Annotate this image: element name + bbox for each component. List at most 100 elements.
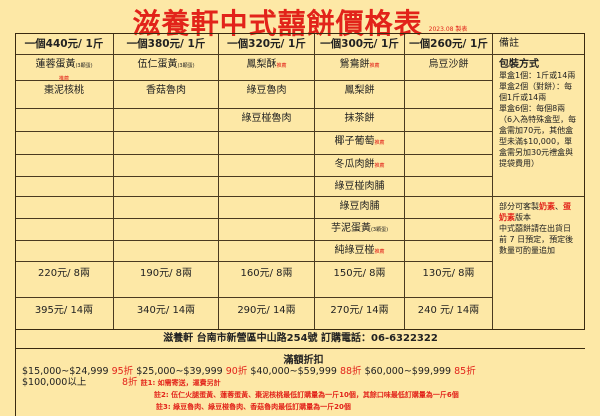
flavor-cell (114, 241, 219, 262)
flavor-cell (405, 219, 493, 241)
price-14: 240 元/ 14兩 (417, 305, 480, 316)
flavor-name: 鳳梨酥 (246, 59, 277, 70)
flavor-cell: 綠豆椪肉脯 (315, 177, 405, 197)
discount-title: 滿額折扣 (283, 355, 324, 366)
discount-tiers-line: $15,000~$24,999 95折 $25,000~$39,999 90折 … (22, 366, 585, 377)
flavor-name: 綠豆魯肉 (246, 85, 287, 96)
packaging-line: 單盒6個：每個8兩（6入為特殊盒型，每盒需加70元，其他盒型未滿$10,000，… (499, 104, 577, 168)
flavor-cell: 冬瓜肉餅推薦 (315, 155, 405, 177)
flavor-cell: 伍仁蛋黃(3顆蛋) (114, 55, 219, 81)
flavor-cell: 綠豆肉脯 (315, 197, 405, 219)
flavor-name: 綠豆椪肉脯 (334, 181, 385, 192)
header-label: 一個380元/ 1斤 (126, 38, 206, 50)
flavor-cell (405, 155, 493, 177)
price-8-cell: 130元/ 8兩 (405, 262, 493, 298)
packaging-line: 單盒2個（對餅）：每個1斤或14兩 (499, 82, 573, 102)
price-14: 395元/ 14兩 (34, 305, 94, 316)
note-3: 註3: 綠豆魯肉、綠豆椪魯肉、香菇魯肉最低訂購量為一斤20個 (156, 403, 351, 411)
flavor-name: 綠豆肉脯 (339, 201, 380, 212)
tier-range: $25,000~$39,999 (136, 366, 223, 377)
note-2: 註2: 伍仁火腿蛋黃、蓮蓉蛋黃、棗泥核桃最低訂購量為一斤10個，其餘口味最低訂購… (154, 391, 459, 399)
note-3-line: 註3: 綠豆魯肉、綠豆椪魯肉、香菇魯肉最低訂購量為一斤20個 (22, 401, 585, 413)
flavor-name: 烏豆沙餅 (428, 59, 469, 70)
recommend-tag: 推薦 (374, 140, 385, 146)
recommend-tag: 推薦 (369, 63, 380, 69)
flavor-name: 伍仁蛋黃 (137, 59, 178, 70)
flavor-sub: (3顆蛋) (177, 63, 195, 69)
price-14: 340元/ 14兩 (136, 305, 196, 316)
price-8: 160元/ 8兩 (240, 268, 293, 279)
flavor-name: 純綠豆椪 (334, 245, 375, 256)
column-header: 一個260元/ 1斤 (405, 33, 493, 55)
price-14-cell: 270元/ 14兩 (315, 298, 405, 330)
flavor-cell: 芋泥蛋黃(3顆蛋) (315, 219, 405, 241)
flavor-cell: 鳳梨酥推薦 (219, 55, 315, 81)
flavor-sub: (3顆蛋) (370, 227, 389, 233)
price-8-cell: 160元/ 8兩 (219, 262, 315, 298)
price-8-cell: 150元/ 8兩 (315, 262, 405, 298)
flavor-name: 蓮蓉蛋黃 (35, 59, 76, 70)
flavor-name: 椰子葡萄 (334, 136, 375, 147)
custom-sep: 、 (555, 202, 563, 211)
flavor-name: 芋泥蛋黃 (330, 223, 371, 234)
flavor-cell: 鴛鴦餅推薦 (315, 55, 405, 81)
flavor-cell (15, 109, 114, 132)
custom-prefix: 部分可客製 (499, 202, 539, 211)
price-8: 190元/ 8兩 (140, 268, 192, 279)
flavor-cell (15, 219, 114, 241)
flavor-cell: 蓮蓉蛋黃(3顆蛋) 推薦 (15, 55, 114, 82)
packaging-notes: 包裝方式 單盒1個：1斤或14兩單盒2個（對餅）：每個1斤或14兩 單盒6個：每個8… (493, 55, 585, 197)
flavor-cell (219, 219, 315, 241)
flavor-cell: 綠豆椪魯肉 (219, 109, 315, 132)
packaging-line: 單盒1個：1斤或14兩 (499, 71, 576, 80)
price-14-cell: 395元/ 14兩 (15, 298, 114, 330)
custom-vegan-2: 蛋奶素 (499, 202, 571, 222)
flavor-cell (114, 109, 219, 132)
tier-pct: 95折 (111, 366, 134, 377)
flavor-cell (219, 132, 315, 155)
column-header: 備註 (493, 33, 585, 55)
tier-range: $40,000~$59,999 (250, 366, 337, 377)
flavor-cell: 抹茶餅 (315, 109, 405, 132)
flavor-cell (15, 197, 114, 219)
flavor-cell: 純綠豆椪推薦 (315, 241, 405, 262)
flavor-cell: 棗泥核桃 (15, 81, 114, 109)
flavor-cell (405, 132, 493, 155)
header-label: 備註 (499, 38, 519, 49)
date-note: 2023.08 製表 (428, 26, 468, 33)
price-8-cell: 220元/ 8兩 (15, 262, 114, 298)
flavor-cell (219, 177, 315, 197)
recommend-tag: 推薦 (58, 76, 69, 82)
price-8: 130元/ 8兩 (422, 268, 475, 279)
tier-pct: 85折 (454, 366, 476, 377)
tier-pct: 8折 (122, 377, 138, 388)
column-header: 一個320元/ 1斤 (219, 33, 315, 55)
flavor-cell (15, 241, 114, 262)
price-8: 150元/ 8兩 (333, 268, 386, 279)
tier-range: $60,000~$99,999 (364, 366, 452, 377)
flavor-cell (219, 241, 315, 262)
order-note: 中式囍餅請在出貨日前 7 日預定，預定後數量可酌量追加 (499, 224, 574, 255)
flavor-cell (15, 155, 114, 177)
flavor-name: 鳳梨餅 (344, 85, 375, 96)
flavor-cell (405, 177, 493, 197)
price-14: 290元/ 14兩 (237, 305, 296, 316)
price-14-cell: 340元/ 14兩 (114, 298, 219, 330)
custom-line: 部分可客製奶素、蛋奶素版本 (499, 201, 578, 223)
flavor-sub: (3顆蛋) (75, 63, 93, 69)
flavor-cell (15, 177, 114, 197)
flavor-cell (15, 132, 114, 155)
flavor-cell (405, 81, 493, 109)
flavor-cell (114, 177, 219, 197)
flavor-name: 綠豆椪魯肉 (241, 113, 292, 124)
flavor-cell (114, 132, 219, 155)
flavor-cell: 香菇魯肉 (114, 81, 219, 109)
note-1: 註1: 如需寄送，運費另計 (140, 379, 221, 387)
flavor-cell (114, 155, 219, 177)
note-2-line: 註2: 伍仁火腿蛋黃、蓮蓉蛋黃、棗泥核桃最低訂購量為一斤10個，其餘口味最低訂購… (22, 389, 585, 401)
custom-notes: 部分可客製奶素、蛋奶素版本 中式囍餅請在出貨日前 7 日預定，預定後數量可酌量追加 (493, 197, 585, 330)
flavor-name: 香菇魯肉 (146, 85, 186, 96)
recommend-tag: 推薦 (374, 163, 385, 169)
tier-range: $15,000~$24,999 (22, 366, 109, 377)
packaging-title: 包裝方式 (499, 59, 539, 70)
